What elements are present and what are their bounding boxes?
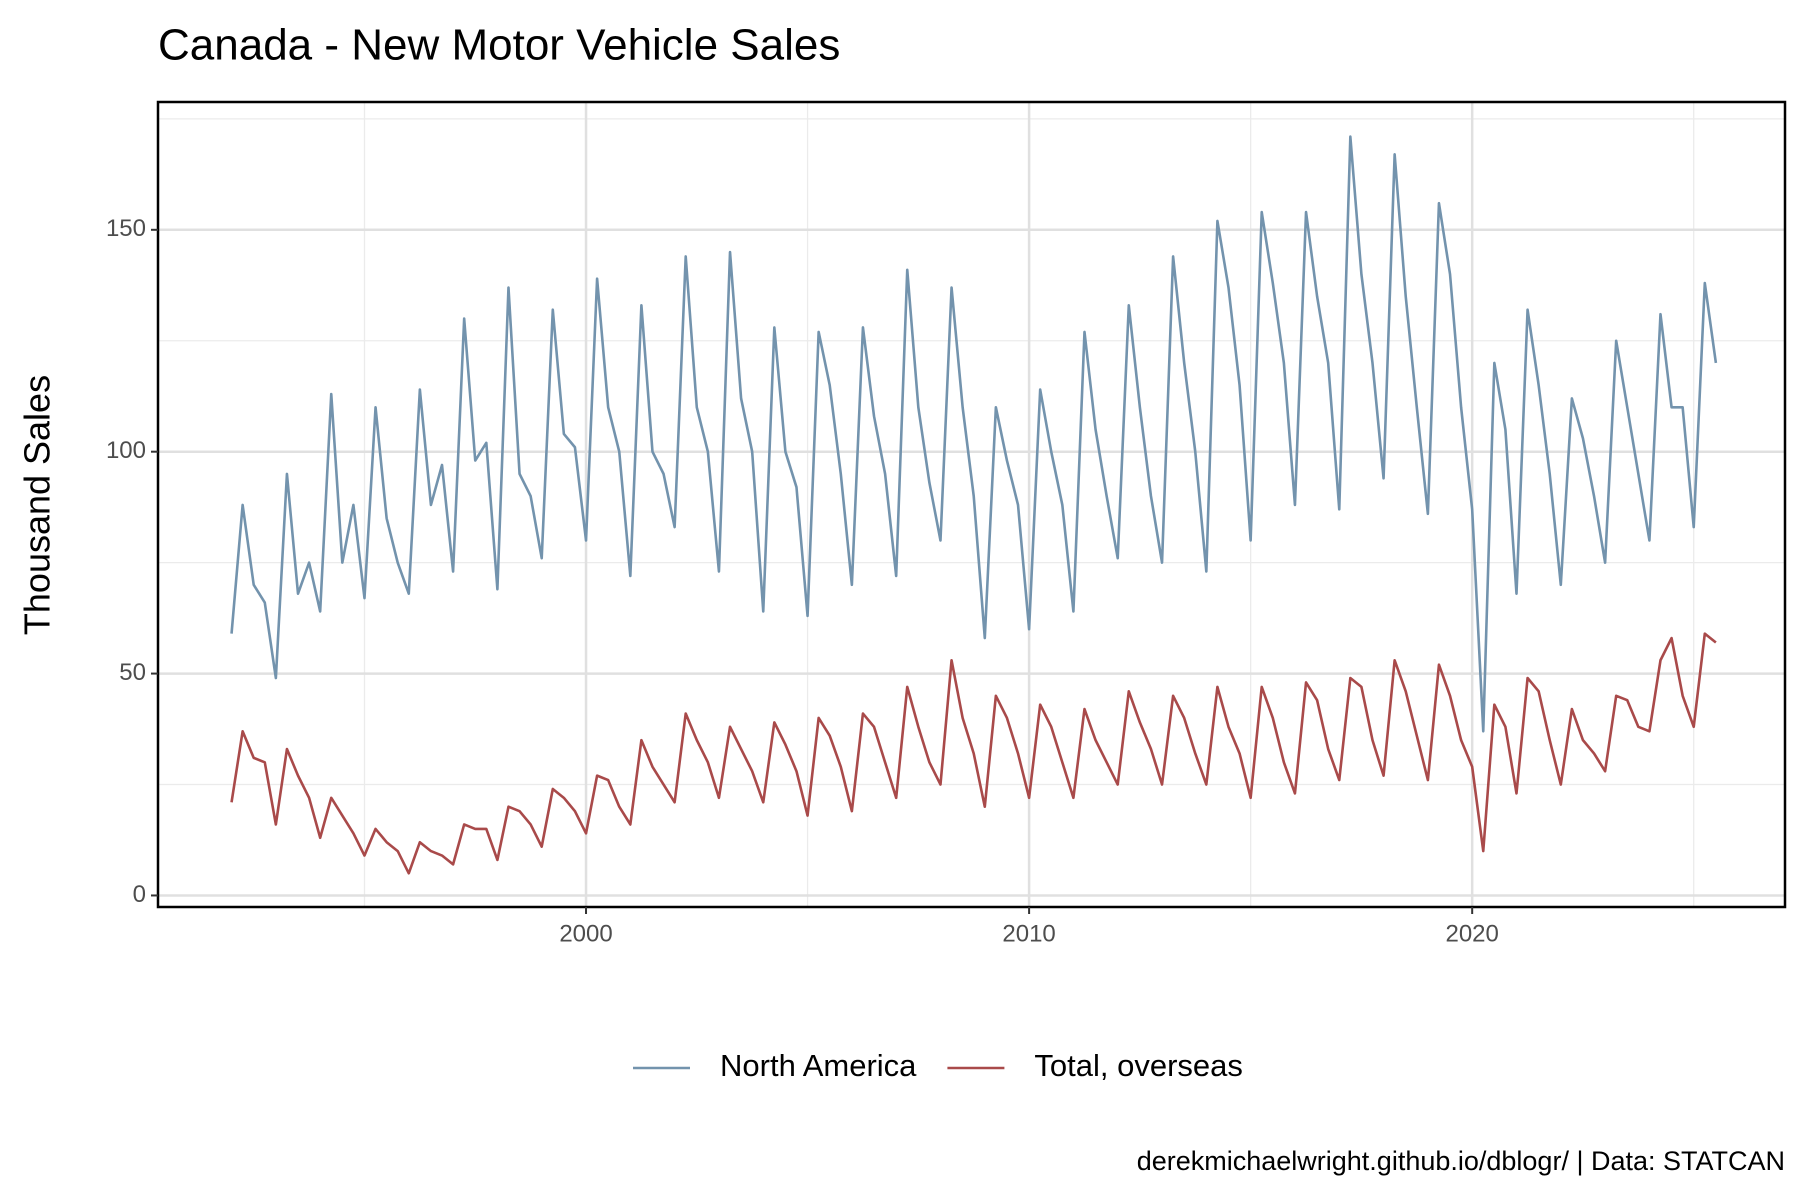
plot-frame [156,100,1787,909]
y-tick-label: 100 [106,437,146,464]
caption: derekmichaelwright.github.io/dblogr/ | D… [1137,1146,1785,1176]
legend-label: North America [720,1048,917,1083]
series-line [230,632,1717,875]
y-tick-label: 0 [133,881,146,908]
legend-label: Total, overseas [1034,1048,1243,1083]
axes: 0 50 100 150 2000 2010 2020 [106,215,1499,947]
x-tick-label: 2010 [1002,920,1055,947]
y-tick-label: 150 [106,215,146,242]
lines [230,135,1718,875]
y-axis-label: Thousand Sales [17,375,58,635]
x-tick-label: 2000 [559,920,612,947]
chart-title: Canada - New Motor Vehicle Sales [158,21,840,70]
y-tick-label: 50 [119,659,146,686]
series-line [230,135,1718,733]
grid [158,102,1785,907]
legend: North America Total, overseas [633,1048,1243,1083]
x-tick-label: 2020 [1445,920,1498,947]
